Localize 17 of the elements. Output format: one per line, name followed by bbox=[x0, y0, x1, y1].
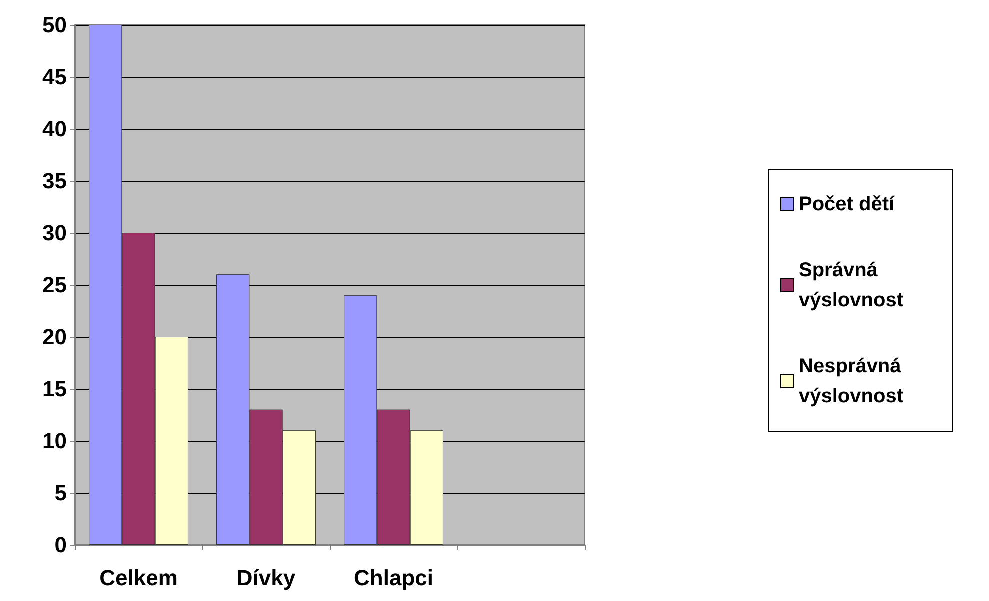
legend-label: Počet dětí bbox=[799, 194, 896, 216]
legend-label: Správná výslovnost bbox=[799, 260, 904, 312]
y-tick-label: 10 bbox=[42, 428, 67, 454]
y-tick-label: 50 bbox=[42, 12, 67, 38]
y-tick-label: 20 bbox=[42, 324, 67, 350]
y-tick-label: 0 bbox=[54, 532, 67, 558]
y-tick-label: 5 bbox=[54, 480, 67, 506]
y-tick-label: 40 bbox=[42, 116, 67, 142]
y-tick-label: 35 bbox=[42, 168, 67, 194]
legend-label: Nesprávná výslovnost bbox=[799, 356, 907, 408]
y-tick-label: 25 bbox=[42, 272, 67, 298]
y-tick-label: 15 bbox=[42, 376, 67, 402]
y-tick-label: 45 bbox=[42, 64, 67, 90]
y-tick-label: 30 bbox=[42, 220, 67, 246]
x-tick-label: Chlapci bbox=[354, 566, 434, 590]
x-tick-label: Celkem bbox=[100, 566, 178, 590]
x-tick-label: Dívky bbox=[236, 566, 296, 590]
